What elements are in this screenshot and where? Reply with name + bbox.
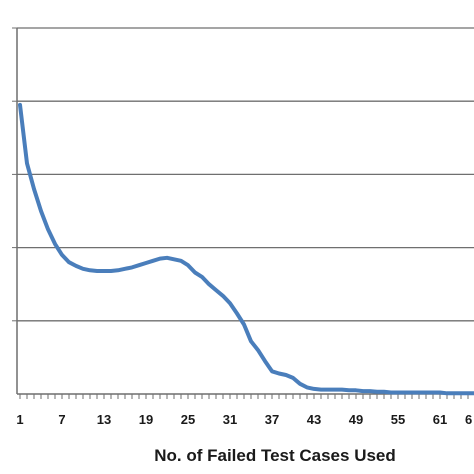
x-tick-label: 43 bbox=[307, 412, 321, 427]
x-tick-label: 55 bbox=[391, 412, 405, 427]
x-tick-label: 6 bbox=[465, 412, 472, 427]
x-tick-label: 1 bbox=[16, 412, 23, 427]
x-tick-label: 61 bbox=[433, 412, 447, 427]
x-tick-label: 19 bbox=[139, 412, 153, 427]
axes bbox=[12, 27, 474, 399]
x-tick-label: 31 bbox=[223, 412, 237, 427]
series-line bbox=[18, 102, 474, 396]
x-tick-label: 25 bbox=[181, 412, 195, 427]
series-layer bbox=[18, 102, 474, 396]
x-tick-label: 13 bbox=[97, 412, 111, 427]
gridlines bbox=[17, 27, 474, 322]
x-tick-label: 49 bbox=[349, 412, 363, 427]
x-axis-title: No. of Failed Test Cases Used bbox=[154, 446, 396, 465]
x-tick-label: 37 bbox=[265, 412, 279, 427]
x-tick-label: 7 bbox=[58, 412, 65, 427]
x-tick-labels: 1 7 13 19 25 31 37 43 49 55 61 6 bbox=[16, 412, 472, 427]
